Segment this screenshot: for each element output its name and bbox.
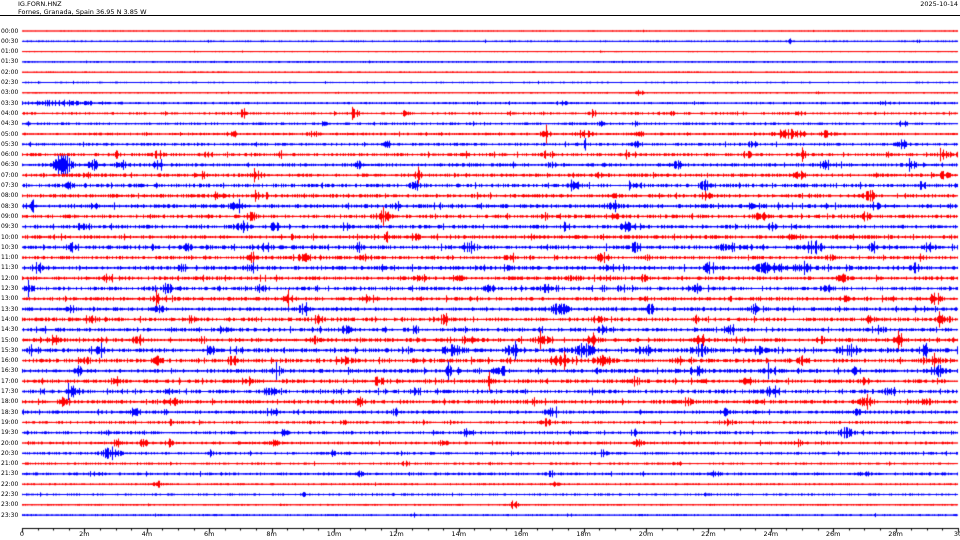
row-time-label: 01:30	[1, 58, 19, 66]
row-time-label: 14:00	[1, 315, 19, 323]
x-axis-tick-label: 26m	[825, 530, 841, 538]
row-time-label: 02:00	[1, 68, 19, 76]
row-time-label: 04:30	[1, 120, 19, 128]
row-time-label: 07:30	[1, 182, 19, 189]
row-time-label: 07:00	[1, 171, 19, 179]
row-time-label: 23:30	[1, 511, 19, 519]
row-time-label: 08:30	[1, 202, 19, 210]
x-axis-tick-label: 20m	[638, 530, 654, 538]
row-time-label: 03:30	[1, 99, 19, 107]
row-time-label: 01:00	[1, 48, 19, 56]
row-time-label: 20:30	[1, 449, 19, 457]
row-time-label: 05:30	[1, 140, 19, 148]
row-time-label: 23:00	[1, 501, 19, 509]
x-axis-tick-label: 2m	[79, 530, 90, 538]
row-time-label: 03:00	[1, 89, 19, 97]
x-axis-tick-label: 30	[953, 530, 960, 538]
row-time-label: 08:00	[1, 192, 19, 200]
row-time-label: 15:30	[1, 346, 19, 354]
row-time-label: 13:30	[1, 305, 19, 313]
row-time-label: 16:30	[1, 367, 19, 375]
row-time-label: 09:00	[1, 212, 19, 220]
row-time-label: 13:00	[1, 295, 19, 303]
row-time-label: 10:30	[1, 243, 19, 251]
row-time-label: 16:00	[1, 357, 19, 365]
row-time-label: 22:00	[1, 480, 19, 488]
row-time-label: 11:00	[1, 254, 19, 262]
row-time-label: 22:30	[1, 491, 19, 498]
row-time-label: 06:30	[1, 161, 19, 169]
row-time-label: 21:30	[1, 470, 19, 478]
x-axis-tick-label: 12m	[389, 530, 404, 538]
row-time-label: 09:30	[1, 223, 19, 231]
row-time-label: 00:00	[1, 27, 19, 35]
x-axis-tick-label: 6m	[203, 530, 215, 538]
row-time-label: 10:00	[1, 233, 19, 241]
x-axis-tick-label: 24m	[763, 530, 779, 538]
row-time-label: 20:00	[1, 439, 19, 447]
row-time-label: 14:30	[1, 326, 19, 334]
row-time-label: 04:00	[1, 109, 19, 117]
row-time-label: 00:30	[1, 37, 19, 45]
row-time-label: 18:30	[1, 408, 19, 416]
row-time-label: 06:00	[1, 151, 19, 159]
x-axis-tick-label: 10m	[326, 530, 342, 538]
x-axis-tick-label: 22m	[701, 530, 716, 538]
row-time-label: 02:30	[1, 79, 19, 86]
row-time-label: 17:00	[1, 377, 19, 385]
x-axis-tick-label: 4m	[141, 530, 153, 538]
row-time-label: 19:00	[1, 418, 19, 426]
row-time-label: 18:00	[1, 398, 19, 406]
row-time-label: 19:30	[1, 429, 19, 437]
row-time-label: 05:00	[1, 130, 19, 138]
x-axis-tick-label: 14m	[451, 530, 467, 538]
x-axis-tick-label: 18m	[576, 530, 591, 538]
row-time-label: 12:00	[1, 274, 19, 282]
x-axis-tick-label: 8m	[266, 530, 277, 538]
row-time-label: 17:30	[1, 388, 19, 395]
row-time-label: 11:30	[1, 264, 19, 272]
x-axis-tick-label: 28m	[888, 530, 903, 538]
x-axis-tick-label: 16m	[513, 530, 529, 538]
row-time-label: 21:00	[1, 460, 19, 468]
x-axis-tick-label: 0	[19, 530, 25, 538]
row-time-label: 12:30	[1, 285, 19, 292]
row-time-label: 15:00	[1, 336, 19, 344]
